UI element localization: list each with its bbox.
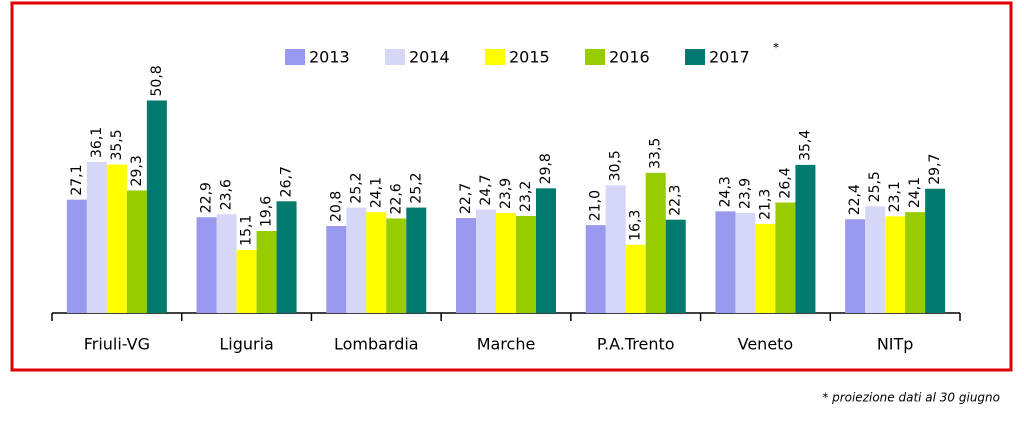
data-label: 35,5 bbox=[109, 129, 125, 160]
data-label: 22,4 bbox=[847, 184, 863, 215]
data-label: 22,7 bbox=[458, 183, 474, 214]
data-label: 23,1 bbox=[887, 181, 903, 212]
bar bbox=[66, 199, 87, 313]
data-label: 35,4 bbox=[797, 130, 813, 161]
bar bbox=[346, 207, 367, 313]
data-label: 24,7 bbox=[478, 174, 494, 205]
data-label: 23,9 bbox=[498, 178, 514, 209]
bar bbox=[845, 219, 866, 313]
data-label: 22,3 bbox=[668, 185, 684, 216]
x-tick-label: Friuli-VG bbox=[84, 335, 150, 354]
bar bbox=[516, 215, 536, 313]
bar bbox=[476, 209, 496, 313]
bar bbox=[456, 218, 476, 313]
data-label: 25,2 bbox=[408, 172, 424, 203]
x-tick-label: NITp bbox=[877, 335, 914, 354]
legend-label: 2017 bbox=[709, 48, 750, 67]
bar bbox=[625, 244, 646, 313]
bar bbox=[536, 188, 556, 313]
legend-swatch bbox=[285, 49, 305, 65]
data-label: 20,8 bbox=[328, 191, 344, 222]
bar bbox=[585, 225, 606, 313]
bar bbox=[645, 172, 666, 313]
data-label: 15,1 bbox=[239, 215, 255, 246]
data-label: 23,2 bbox=[518, 181, 534, 212]
bar bbox=[196, 217, 217, 313]
bar bbox=[605, 185, 626, 313]
data-label: 27,1 bbox=[69, 164, 85, 195]
bar bbox=[905, 212, 926, 313]
data-label: 26,4 bbox=[777, 167, 793, 198]
legend-label: 2014 bbox=[409, 48, 450, 67]
legend-swatch bbox=[485, 49, 505, 65]
legend-label: 2013 bbox=[309, 48, 350, 67]
bar bbox=[775, 202, 796, 313]
bar bbox=[216, 214, 237, 313]
data-label: 22,9 bbox=[199, 182, 215, 213]
data-label: 24,1 bbox=[368, 177, 384, 208]
bar bbox=[106, 164, 127, 313]
data-label: 26,7 bbox=[279, 166, 295, 197]
data-label: 30,5 bbox=[608, 150, 624, 181]
legend-marker: * bbox=[773, 41, 779, 55]
x-tick-label: Marche bbox=[477, 335, 536, 354]
bar bbox=[665, 219, 686, 313]
bar bbox=[276, 201, 297, 313]
data-label: 19,6 bbox=[259, 196, 275, 227]
bar bbox=[386, 218, 407, 313]
x-tick-label: Lombardia bbox=[334, 335, 419, 354]
x-tick-label: Veneto bbox=[738, 335, 794, 354]
bar bbox=[146, 100, 167, 313]
bar bbox=[366, 212, 387, 313]
data-label: 23,9 bbox=[737, 178, 753, 209]
data-label: 25,2 bbox=[348, 172, 364, 203]
legend-label: 2016 bbox=[609, 48, 650, 67]
bar bbox=[496, 213, 516, 313]
data-label: 33,5 bbox=[648, 138, 664, 169]
data-label: 22,6 bbox=[388, 183, 404, 214]
bar bbox=[326, 225, 347, 313]
x-tick-label: P.A.Trento bbox=[597, 335, 675, 354]
legend-swatch bbox=[685, 49, 705, 65]
bar bbox=[925, 188, 946, 313]
data-label: 24,1 bbox=[907, 177, 923, 208]
frame bbox=[10, 1, 1013, 372]
data-label: 21,3 bbox=[757, 189, 773, 220]
bar bbox=[885, 216, 906, 313]
data-label: 24,3 bbox=[717, 176, 733, 207]
data-label: 50,8 bbox=[149, 65, 165, 96]
data-label: 29,7 bbox=[927, 154, 943, 185]
bar bbox=[715, 211, 736, 313]
bar bbox=[126, 190, 147, 313]
bar bbox=[755, 223, 776, 313]
data-label: 36,1 bbox=[89, 127, 105, 158]
legend-swatch bbox=[585, 49, 605, 65]
data-label: 29,8 bbox=[538, 153, 554, 184]
data-label: 23,6 bbox=[219, 179, 235, 210]
footnote: * proiezione dati al 30 giugno bbox=[822, 391, 1000, 405]
legend-label: 2015 bbox=[509, 48, 550, 67]
bar bbox=[865, 206, 886, 313]
data-label: 21,0 bbox=[588, 190, 604, 221]
data-label: 16,3 bbox=[628, 210, 644, 241]
x-tick-label: Liguria bbox=[219, 335, 273, 354]
bar bbox=[256, 231, 277, 313]
data-label: 29,3 bbox=[129, 155, 145, 186]
legend-swatch bbox=[385, 49, 405, 65]
bar bbox=[86, 161, 107, 313]
bar bbox=[735, 213, 756, 313]
bar bbox=[236, 249, 257, 313]
bar bbox=[795, 164, 816, 313]
bar bbox=[406, 207, 427, 313]
data-label: 25,5 bbox=[867, 171, 883, 202]
